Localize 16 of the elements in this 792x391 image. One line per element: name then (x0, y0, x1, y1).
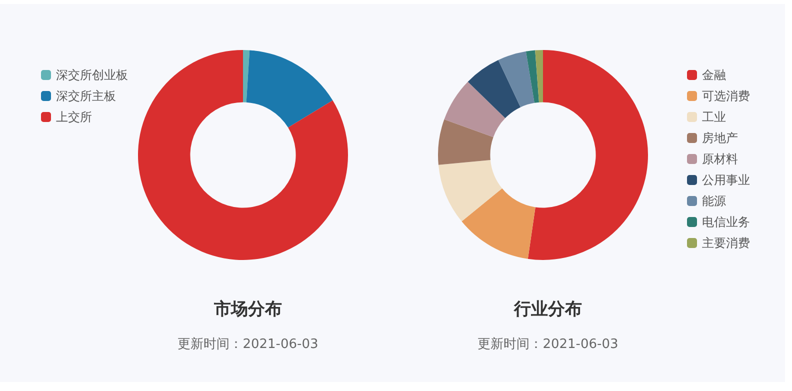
text: 行业分布 (513, 300, 582, 320)
legend-label: 上交所 (56, 110, 92, 124)
legend-label: 深交所创业板 (56, 68, 128, 82)
legend-label: 原材料 (702, 152, 738, 166)
legend-label: 公用事业 (702, 173, 750, 187)
text: 更新时间：2021-06-03 (478, 337, 618, 352)
text: 市场分布 (213, 300, 282, 320)
legend-label: 工业 (702, 110, 726, 124)
text: 更新时间：2021-06-03 (178, 337, 318, 352)
legend-label: 金融 (702, 68, 726, 82)
legend-label: 房地产 (702, 131, 738, 145)
legend-label: 深交所主板 (56, 89, 116, 103)
legend-label: 主要消费 (702, 236, 750, 250)
legend-label: 电信业务 (702, 215, 750, 229)
legend-label: 可选消费 (702, 89, 750, 103)
legend-label: 能源 (702, 194, 726, 208)
